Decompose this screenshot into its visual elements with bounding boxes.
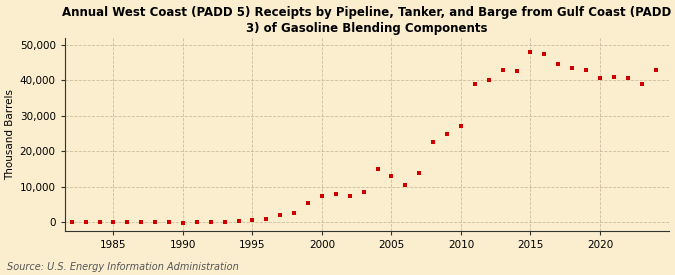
Title: Annual West Coast (PADD 5) Receipts by Pipeline, Tanker, and Barge from Gulf Coa: Annual West Coast (PADD 5) Receipts by P… xyxy=(63,6,672,35)
Text: Source: U.S. Energy Information Administration: Source: U.S. Energy Information Administ… xyxy=(7,262,238,272)
Y-axis label: Thousand Barrels: Thousand Barrels xyxy=(5,89,16,180)
